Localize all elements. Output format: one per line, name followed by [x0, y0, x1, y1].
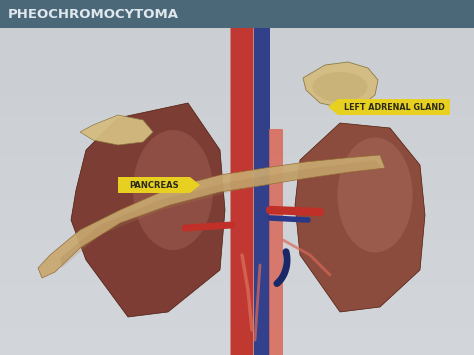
- Text: PANCREAS: PANCREAS: [129, 180, 179, 190]
- Polygon shape: [303, 62, 378, 108]
- FancyBboxPatch shape: [0, 0, 474, 28]
- FancyBboxPatch shape: [269, 129, 283, 355]
- Text: LEFT ADRENAL GLAND: LEFT ADRENAL GLAND: [344, 103, 444, 111]
- Polygon shape: [80, 115, 153, 145]
- FancyBboxPatch shape: [254, 27, 270, 355]
- Polygon shape: [295, 123, 425, 312]
- FancyBboxPatch shape: [118, 177, 190, 193]
- Ellipse shape: [337, 137, 412, 252]
- Polygon shape: [328, 99, 338, 115]
- Polygon shape: [60, 160, 382, 268]
- Polygon shape: [71, 103, 225, 317]
- Polygon shape: [38, 155, 385, 278]
- Ellipse shape: [312, 72, 367, 102]
- Text: PHEOCHROMOCYTOMA: PHEOCHROMOCYTOMA: [8, 7, 179, 21]
- Polygon shape: [190, 177, 200, 193]
- FancyBboxPatch shape: [230, 27, 254, 355]
- Ellipse shape: [133, 130, 213, 250]
- FancyBboxPatch shape: [338, 99, 450, 115]
